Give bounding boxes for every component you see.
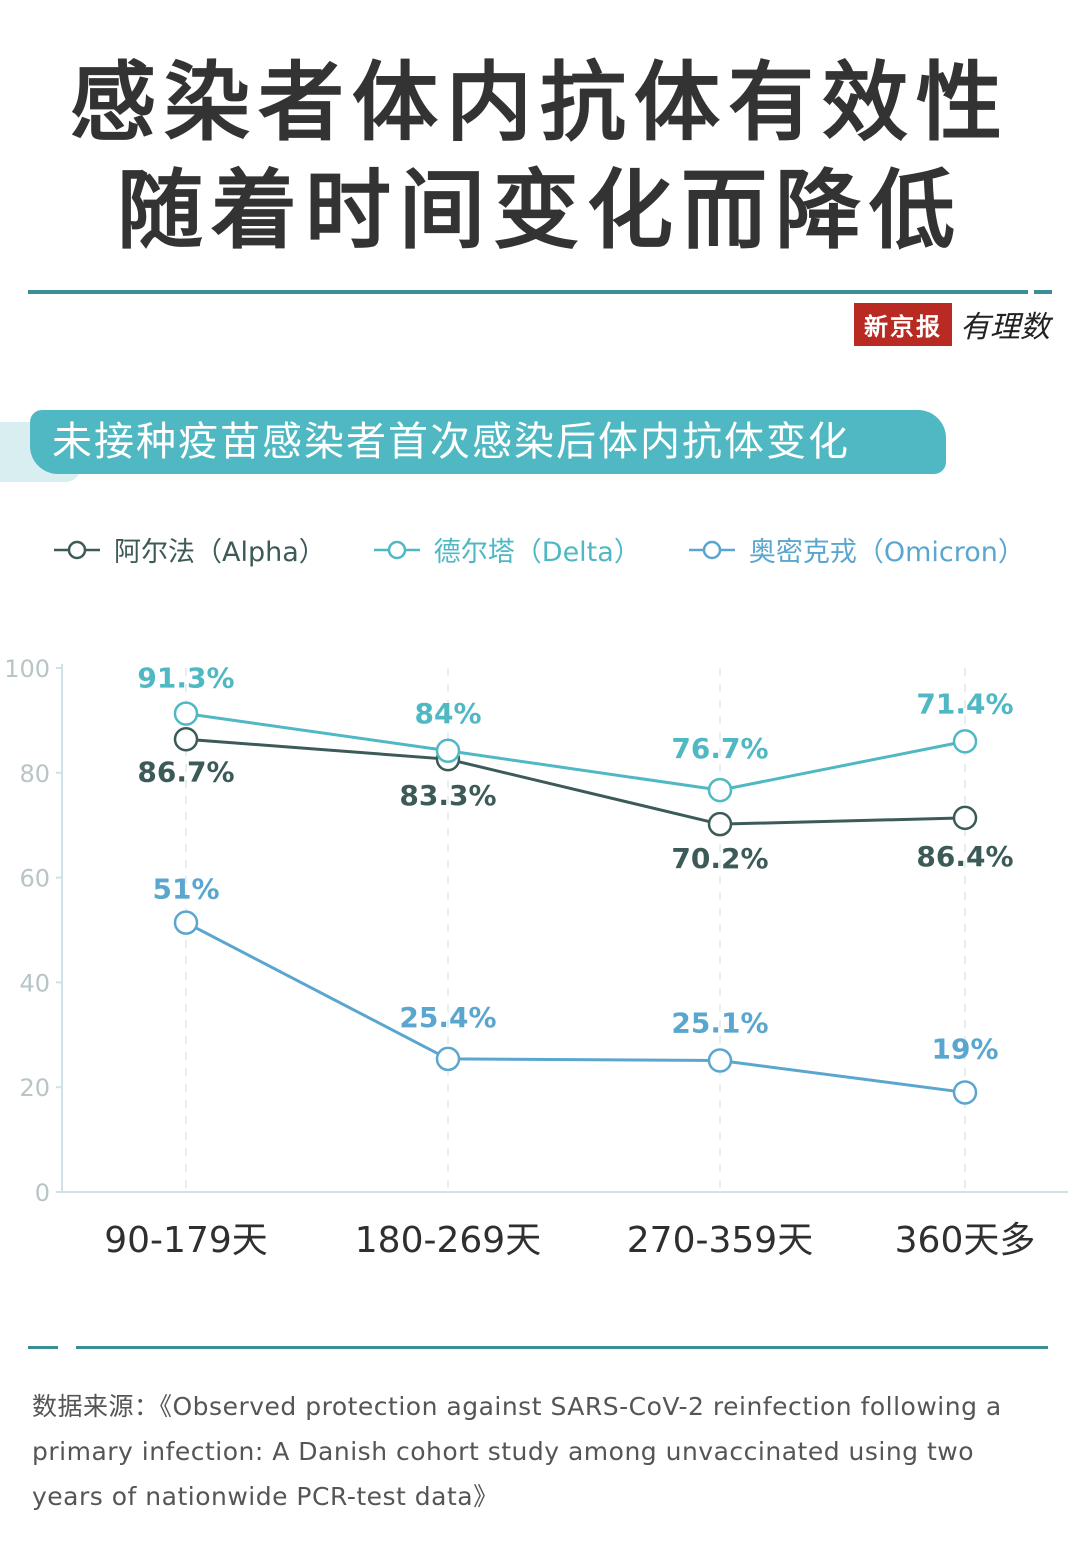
series-line-delta <box>185 712 966 792</box>
data-label-delta: 71.4% <box>916 687 1013 720</box>
data-point-omicron <box>707 1048 733 1073</box>
data-label-omicron: 19% <box>931 1032 998 1065</box>
data-label-alpha: 86.4% <box>916 840 1013 873</box>
series-line-alpha <box>185 737 966 826</box>
x-tick-label: 360天多 <box>895 1220 1036 1261</box>
brand-name: 新京报 <box>854 302 952 346</box>
page-title-line-2: 随着时间变化而降低 <box>117 161 963 261</box>
data-label-alpha: 70.2% <box>671 842 768 875</box>
data-point-alpha <box>707 811 733 837</box>
y-tick-label: 100 <box>4 655 50 683</box>
legend-omicron: 奥密克戎（Omicron） <box>687 530 1025 569</box>
title-divider <box>28 290 1028 294</box>
data-point-delta <box>707 777 733 803</box>
data-label-omicron: 51% <box>152 873 219 906</box>
data-label-delta: 91.3% <box>137 662 234 695</box>
data-label-delta: 76.7% <box>671 732 768 765</box>
data-label-omicron: 25.1% <box>671 1006 768 1039</box>
footer-divider-start <box>28 1346 58 1349</box>
y-tick-label: 40 <box>19 969 50 997</box>
page-title-line-1: 感染者体内抗体有效性 <box>70 53 1010 153</box>
legend-delta: 德尔塔（Delta） <box>372 530 641 569</box>
data-label-delta: 84% <box>414 697 481 730</box>
data-point-omicron <box>952 1080 978 1105</box>
x-tick-label: 270-359天 <box>627 1220 813 1261</box>
legend-alpha-marker <box>54 540 100 559</box>
data-point-delta <box>173 701 199 726</box>
data-label-omicron: 25.4% <box>399 1001 496 1034</box>
legend-alpha: 阿尔法（Alpha） <box>52 530 326 569</box>
data-point-omicron <box>173 910 199 935</box>
legend-alpha-label: 阿尔法（Alpha） <box>114 537 326 568</box>
data-label-alpha: 83.3% <box>399 779 496 812</box>
subtitle-banner <box>30 410 946 474</box>
x-tick-label: 90-179天 <box>104 1220 268 1261</box>
legend-omicron-label: 奥密克戎（Omicron） <box>748 537 1025 568</box>
y-tick-label: 0 <box>35 1179 50 1207</box>
y-tick-label: 20 <box>19 1074 50 1102</box>
data-point-alpha <box>952 805 978 831</box>
footer-divider <box>76 1346 1048 1349</box>
chart-subtitle: 未接种疫苗感染者首次感染后体内抗体变化 <box>52 419 850 465</box>
legend-delta-marker <box>373 540 420 559</box>
y-tick-label: 60 <box>19 865 50 893</box>
x-tick-label: 180-269天 <box>355 1220 541 1261</box>
legend-delta-label: 德尔塔（Delta） <box>433 537 641 568</box>
series-line-omicron <box>185 921 966 1094</box>
data-point-omicron <box>435 1046 461 1072</box>
data-label-alpha: 86.7% <box>137 755 234 788</box>
data-point-alpha <box>173 727 199 752</box>
y-tick-label: 80 <box>19 760 50 788</box>
chart-legend: 阿尔法（Alpha） 德尔塔（Delta） 奥密克戎（Omicron） <box>52 530 1025 569</box>
legend-omicron-marker <box>688 540 735 559</box>
brand-logo: 新京报 有理数 <box>854 302 1050 346</box>
title-divider-end <box>1034 290 1052 294</box>
line-chart: 0 20 40 60 80 100 90-179天 180-269天 270-359天 360天多… <box>4 655 1068 1261</box>
data-point-delta <box>952 729 978 754</box>
data-source: 数据来源：《Observed protection against SARS-C… <box>32 1392 1002 1511</box>
brand-script: 有理数 <box>960 310 1050 345</box>
data-point-delta <box>435 738 461 764</box>
